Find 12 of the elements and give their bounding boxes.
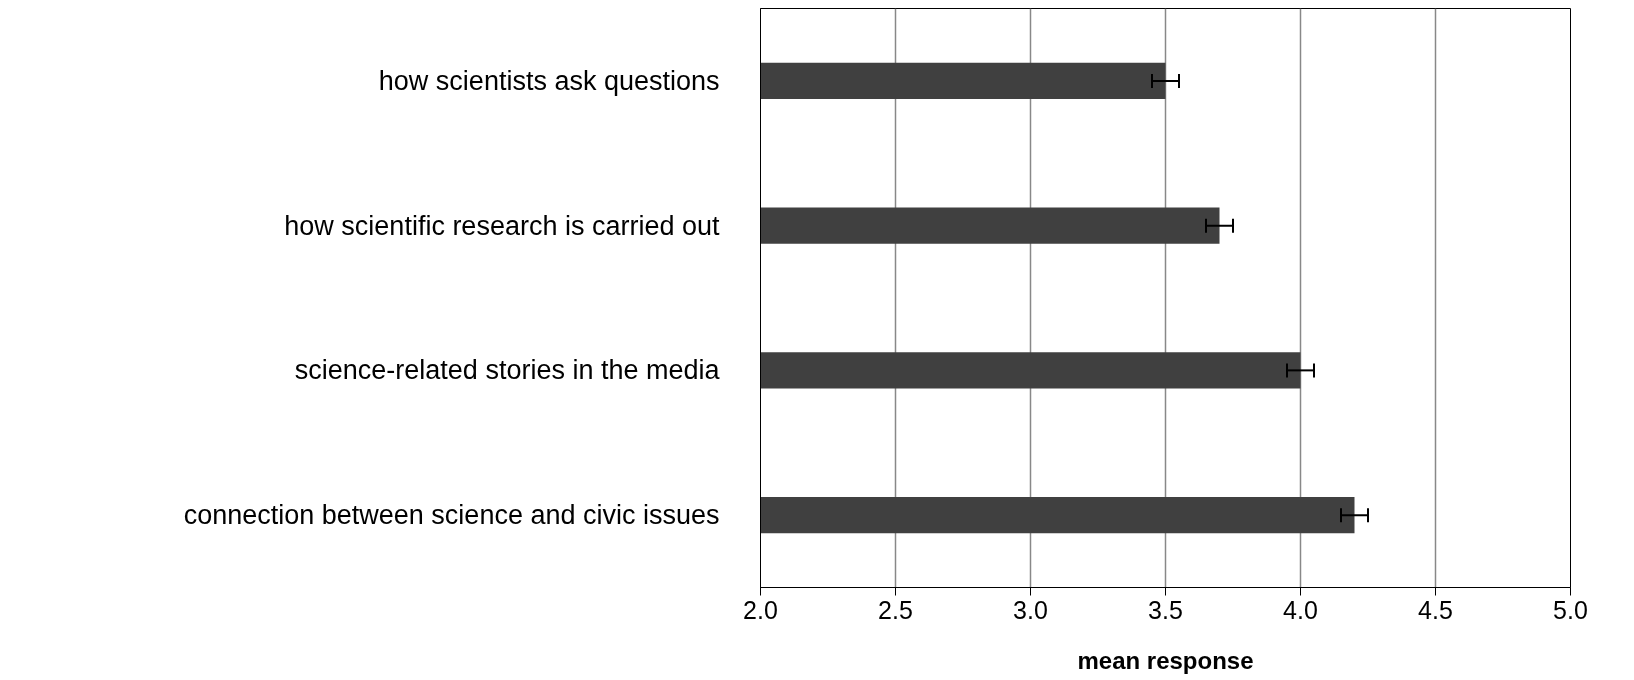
y-tick-label: connection between science and civic issues bbox=[183, 500, 720, 531]
y-tick-label: how scientific research is carried out bbox=[284, 210, 720, 241]
x-tick-label: 3.5 bbox=[1148, 595, 1183, 624]
x-tick-label: 4.0 bbox=[1283, 595, 1318, 624]
x-tick-label: 2.0 bbox=[743, 595, 778, 624]
x-tick-label: 5.0 bbox=[1553, 595, 1588, 624]
x-tick-label: 2.5 bbox=[878, 595, 913, 624]
x-axis-title: mean response bbox=[1077, 646, 1254, 674]
y-tick-label: how scientists ask questions bbox=[378, 65, 720, 96]
x-tick-label: 4.5 bbox=[1418, 595, 1453, 624]
x-tick-label: 3.0 bbox=[1013, 595, 1048, 624]
y-tick-label: science-related stories in the media bbox=[294, 355, 721, 386]
